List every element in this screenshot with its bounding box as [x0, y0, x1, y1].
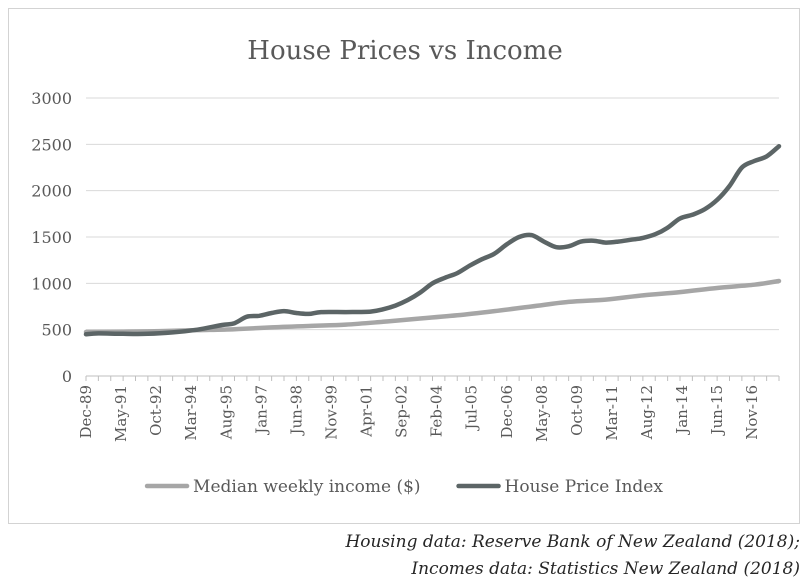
x-tick-label: Dec-06: [498, 385, 516, 438]
x-tick-label: Mar-94: [182, 385, 200, 441]
x-tick-label: Aug-95: [217, 385, 235, 440]
x-tick-label: Dec-89: [77, 385, 95, 438]
x-tick-label: May-91: [112, 385, 130, 442]
x-tick-label: Jun-98: [287, 385, 305, 437]
x-tick-label: Oct-92: [147, 385, 165, 436]
y-tick-label: 1500: [31, 228, 72, 247]
y-tick-label: 0: [62, 367, 72, 386]
y-tick-label: 3000: [31, 89, 72, 108]
x-tick-label: Jan-14: [673, 385, 691, 436]
x-tick-label: Jul-05: [463, 385, 481, 432]
legend-label: House Price Index: [505, 477, 664, 497]
x-tick-label: Mar-11: [603, 385, 621, 441]
legend: Median weekly income ($) House Price Inde…: [144, 477, 664, 497]
series-lines: [83, 143, 782, 337]
x-tick-label: Apr-01: [358, 385, 376, 438]
x-tick-label: Sep-02: [393, 385, 411, 438]
source-note-incomes: Incomes data: Statistics New Zealand (20…: [411, 559, 800, 579]
source-note-housing: Housing data: Reserve Bank of New Zealan…: [345, 532, 800, 552]
gridlines: [86, 97, 779, 331]
axes: 0 500 1000 1500 2000 2500 3000 Dec-89 May-91 Oct-…: [31, 89, 780, 442]
x-tick-label: Aug-12: [638, 385, 656, 440]
income-series-line: [83, 278, 782, 335]
x-tick-label: May-08: [533, 385, 551, 442]
x-tick-label: Oct-09: [568, 385, 586, 436]
line-chart: House Prices vs Income 0 500 1000 1500 2000 2…: [31, 36, 782, 497]
x-tick-label: Nov-99: [322, 385, 340, 440]
house-price-index-line: [83, 143, 782, 337]
y-tick-label: 500: [41, 321, 72, 340]
y-tick-label: 2500: [31, 135, 72, 154]
x-tick-label: Feb-04: [428, 385, 446, 437]
x-tick-label: Jun-15: [708, 385, 726, 437]
chart-frame: House Prices vs Income 0 500 1000 1500 2000 2…: [8, 8, 800, 524]
x-tick-label: Nov-16: [743, 385, 761, 440]
chart-title: House Prices vs Income: [247, 36, 562, 66]
x-tick-label: Jan-97: [252, 385, 270, 436]
y-tick-label: 2000: [31, 182, 72, 201]
y-tick-label: 1000: [31, 274, 72, 293]
legend-label: Median weekly income ($): [193, 477, 421, 497]
